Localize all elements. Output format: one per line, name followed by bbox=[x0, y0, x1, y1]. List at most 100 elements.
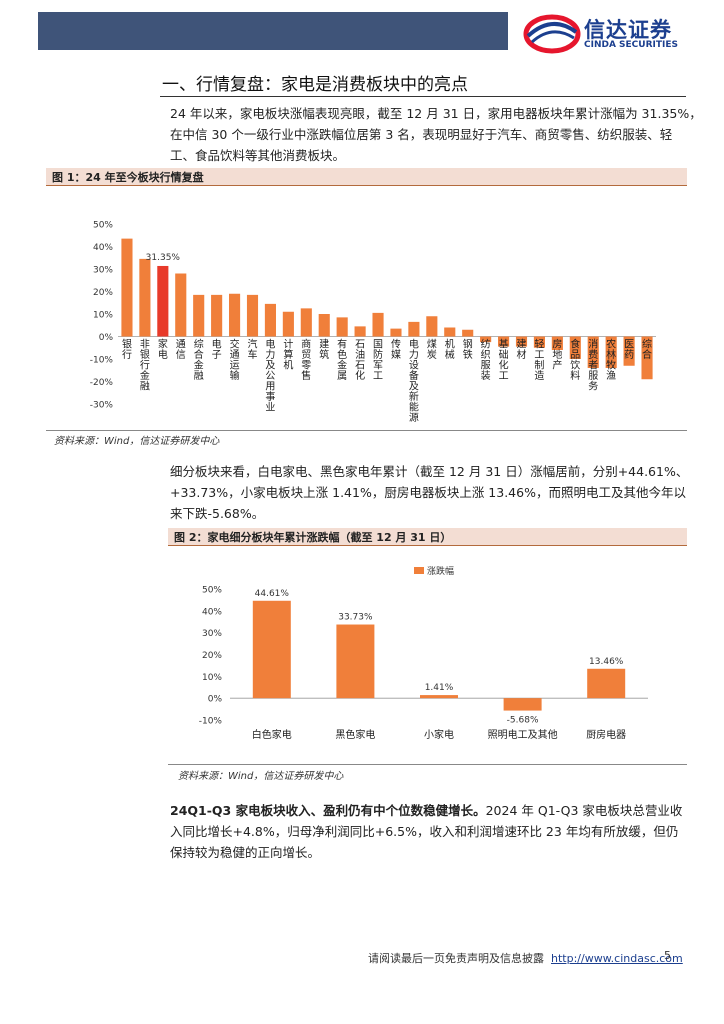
bar bbox=[426, 316, 438, 337]
header-bar bbox=[38, 12, 508, 50]
intro-paragraph: 24 年以来，家电板块涨幅表现亮眼，截至 12 月 31 日，家用电器板块年累计… bbox=[170, 103, 702, 166]
y-tick-label: 30% bbox=[93, 266, 113, 276]
bar bbox=[480, 336, 492, 343]
paragraph-line: 工、食品饮料等其他消费板块。 bbox=[170, 148, 346, 163]
y-tick-label: 10% bbox=[202, 673, 222, 683]
figure1-title: 图 1：24 年至今板块行情复盘 bbox=[52, 171, 204, 184]
bar bbox=[282, 311, 294, 337]
y-tick-label: 40% bbox=[93, 243, 113, 253]
x-tick-label: 交通运输 bbox=[230, 338, 240, 383]
bar bbox=[623, 336, 635, 366]
bar bbox=[175, 273, 187, 337]
bar bbox=[139, 258, 151, 337]
x-tick-label: 机械 bbox=[445, 338, 455, 362]
x-tick-label: 消费者服务 bbox=[588, 338, 598, 393]
paragraph-line: 保持较为稳健的正向增长。 bbox=[170, 845, 321, 860]
logo-emblem-icon bbox=[523, 14, 581, 54]
y-tick-label: 50% bbox=[202, 586, 222, 596]
paragraph-text: 2024 年 Q1-Q3 家电板块总营业收 bbox=[485, 803, 683, 818]
paragraph-line: 24Q1-Q3 家电板块收入、盈利仍有中个位数稳健增长。2024 年 Q1-Q3… bbox=[170, 800, 690, 821]
x-tick-label: 照明电工及其他 bbox=[488, 728, 558, 741]
legend-label: 涨跌幅 bbox=[427, 565, 454, 577]
bar bbox=[390, 328, 402, 337]
x-tick-label: 有色金属 bbox=[337, 338, 347, 383]
bar bbox=[336, 317, 348, 337]
bar bbox=[264, 303, 276, 337]
bar bbox=[229, 293, 241, 337]
x-tick-label: 商贸零售 bbox=[301, 338, 311, 383]
x-tick-label: 农林牧渔 bbox=[606, 338, 616, 383]
paragraph-lead: 24Q1-Q3 家电板块收入、盈利仍有中个位数稳健增长。 bbox=[170, 803, 486, 818]
x-tick-label: 轻工制造 bbox=[534, 338, 544, 383]
x-tick-label: 通信 bbox=[176, 339, 186, 362]
bar bbox=[515, 336, 528, 347]
x-tick-label: 医药 bbox=[624, 339, 634, 362]
bar bbox=[462, 329, 474, 337]
bar bbox=[157, 265, 169, 337]
y-tick-label: -30% bbox=[90, 401, 114, 411]
section-title: 一、行情复盘：家电是消费板块中的亮点 bbox=[162, 75, 468, 95]
bar bbox=[336, 624, 375, 699]
bar bbox=[587, 668, 626, 699]
bar bbox=[372, 312, 384, 337]
data-label: 33.73% bbox=[338, 613, 373, 623]
data-label: 1.41% bbox=[425, 683, 454, 693]
x-tick-label: 小家电 bbox=[424, 728, 454, 741]
y-tick-label: 10% bbox=[93, 311, 113, 321]
y-tick-label: -10% bbox=[199, 717, 223, 727]
bar bbox=[533, 336, 545, 348]
appliance-segment-chart: 涨跌幅 50% 40% 30% 20% 10% 0% -10% 44.61% 白色家电 33.73%… bbox=[199, 565, 648, 741]
bar bbox=[444, 327, 456, 337]
figure1-source: 资料来源：Wind，信达证券研发中心 bbox=[54, 436, 220, 447]
y-tick-label: -20% bbox=[90, 378, 114, 388]
figure2-source: 资料来源：Wind，信达证券研发中心 bbox=[178, 771, 344, 782]
x-tick-label: 石油石化 bbox=[355, 340, 365, 383]
bar bbox=[641, 336, 653, 380]
figure1-caption-bar: 图 1：24 年至今板块行情复盘 bbox=[46, 168, 687, 186]
x-tick-label: 黑色家电 bbox=[335, 728, 375, 741]
x-tick-label: 房地产 bbox=[552, 338, 562, 372]
bar bbox=[252, 600, 291, 699]
y-tick-label: 20% bbox=[93, 288, 113, 298]
paragraph-line: 在中信 30 个一级行业中涨跌幅位居第 3 名，表现明显好于汽车、商贸零售、纺织… bbox=[170, 127, 673, 142]
footer-disclaimer: 请阅读最后一页免责声明及信息披露 bbox=[368, 952, 544, 965]
x-tick-label: 建筑 bbox=[319, 338, 329, 362]
earnings-paragraph: 24Q1-Q3 家电板块收入、盈利仍有中个位数稳健增长。2024 年 Q1-Q3… bbox=[170, 800, 690, 863]
y-tick-label: 20% bbox=[202, 651, 222, 661]
x-tick-label: 非银行金融 bbox=[140, 339, 150, 393]
x-tick-label: 国防军工 bbox=[373, 339, 383, 383]
bar bbox=[569, 336, 581, 359]
bar bbox=[408, 321, 420, 337]
x-tick-label: 钢铁 bbox=[463, 338, 473, 362]
y-tick-label: -10% bbox=[90, 356, 114, 366]
x-tick-label: 综合 bbox=[642, 338, 652, 362]
x-tick-label: 家电 bbox=[158, 338, 168, 362]
paragraph-line: 来下跌-5.68%。 bbox=[170, 506, 265, 521]
figure1-bottom-rule bbox=[46, 430, 687, 431]
figure2-caption-bar: 图 2：家电细分板块年累计涨跌幅（截至 12 月 31 日） bbox=[168, 528, 687, 546]
paragraph-line: 细分板块来看，白电家电、黑色家电年累计（截至 12 月 31 日）涨幅居前，分别… bbox=[170, 464, 689, 479]
paragraph-line: +33.73%，小家电板块上涨 1.41%，厨房电器板块上涨 13.46%，而照… bbox=[170, 485, 686, 500]
bar bbox=[193, 294, 205, 337]
data-label: -5.68% bbox=[507, 716, 539, 726]
figure2-bottom-rule bbox=[168, 764, 687, 765]
footer: 请阅读最后一页免责声明及信息披露 http://www.cindasc.com bbox=[368, 950, 683, 966]
bar bbox=[211, 294, 223, 337]
x-tick-label: 白色家电 bbox=[252, 728, 292, 741]
data-label: 44.61% bbox=[255, 589, 290, 599]
paragraph-line: 24 年以来，家电板块涨幅表现亮眼，截至 12 月 31 日，家用电器板块年累计… bbox=[170, 106, 702, 121]
x-tick-label: 电子 bbox=[212, 338, 222, 362]
bar bbox=[498, 336, 510, 347]
logo-text-cn: 信达证券 bbox=[584, 18, 672, 42]
logo-text-en: CINDA SECURITIES bbox=[584, 40, 678, 50]
bar bbox=[246, 294, 259, 337]
y-tick-label: 40% bbox=[202, 607, 222, 617]
y-tick-label: 0% bbox=[208, 695, 223, 705]
footer-link[interactable]: http://www.cindasc.com bbox=[551, 952, 683, 965]
x-tick-label: 电力及公用事业 bbox=[265, 338, 275, 414]
x-tick-label: 基础化工 bbox=[499, 338, 509, 383]
bar bbox=[300, 308, 312, 337]
x-tick-label: 煤炭 bbox=[427, 338, 437, 362]
x-tick-label: 纺织服装 bbox=[481, 338, 491, 383]
y-tick-label: 50% bbox=[93, 221, 113, 231]
